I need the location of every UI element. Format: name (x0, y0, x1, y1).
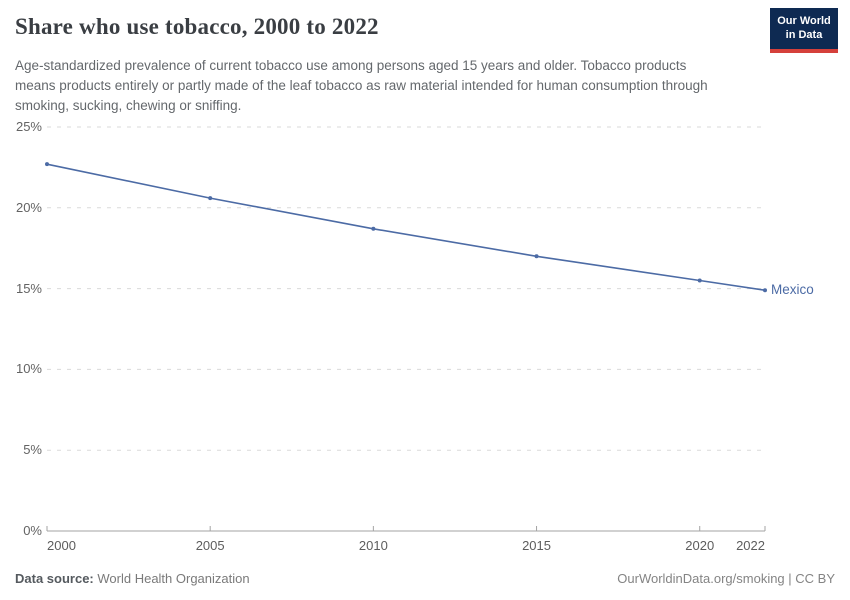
license-note[interactable]: OurWorldinData.org/smoking | CC BY (617, 570, 835, 586)
owid-logo-line1: Our World (777, 14, 831, 27)
data-point-2010[interactable] (371, 226, 376, 231)
y-axis-tick-label: 0% (23, 523, 42, 538)
data-source-label: Data source: (15, 570, 94, 586)
owid-logo[interactable]: Our World in Data (770, 8, 838, 53)
x-axis-tick-label: 2000 (47, 538, 76, 553)
x-axis-tick-label: 2010 (358, 538, 388, 553)
y-axis-tick-label: 5% (23, 442, 42, 458)
data-source: Data source: World Health Organization (15, 571, 250, 586)
data-point-2020[interactable] (697, 278, 702, 283)
data-point-2022[interactable] (763, 288, 767, 293)
y-axis-tick-label: 20% (15, 199, 42, 215)
series-line-mexico[interactable] (46, 163, 766, 292)
y-axis-tick-label: 25% (15, 119, 42, 134)
data-source-value: World Health Organization (97, 570, 250, 586)
entity-label-mexico[interactable]: Mexico (771, 282, 814, 298)
data-point-2005[interactable] (208, 196, 213, 201)
x-axis-tick-label: 2005 (195, 538, 225, 553)
x-axis-tick-label: 2015 (522, 538, 551, 553)
y-axis-tick-label: 10% (15, 361, 42, 377)
chart-subtitle: Age-standardized prevalence of current t… (15, 58, 708, 113)
data-point-2000[interactable] (45, 162, 49, 167)
page-title: Share who use tobacco, 2000 to 2022 (15, 14, 379, 39)
owid-logo-line2: in Data (785, 28, 823, 41)
x-axis-tick-label: 2020 (685, 538, 715, 553)
y-axis-tick-label: 15% (15, 280, 42, 296)
data-point-2015[interactable] (534, 254, 539, 259)
x-axis-tick-label: 2022 (736, 538, 765, 553)
chart-footer: Data source: World Health Organization O… (15, 568, 835, 588)
